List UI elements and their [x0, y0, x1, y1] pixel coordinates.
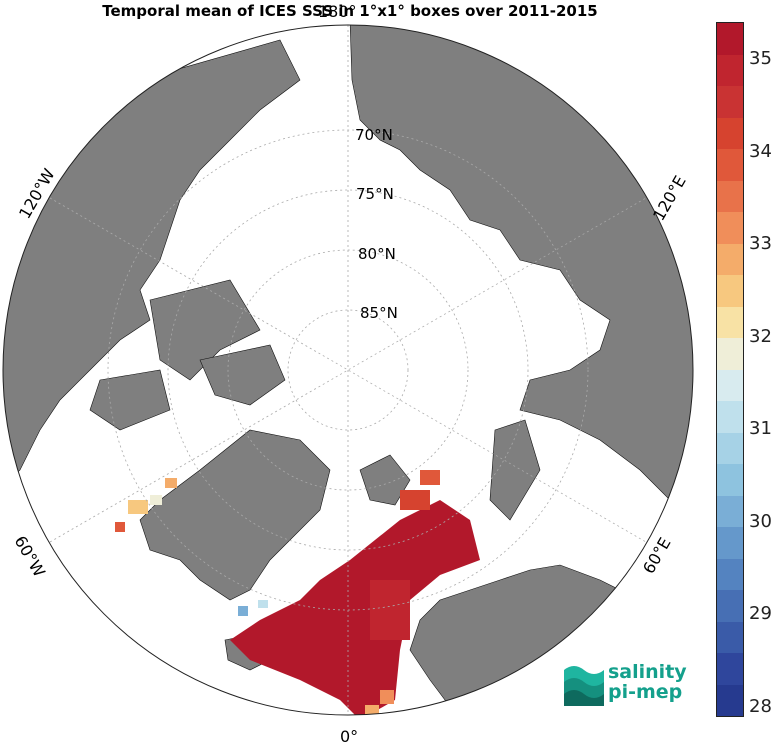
- cbar-tick-28: 28: [749, 696, 772, 717]
- lon-label-60w: 60°W: [11, 533, 50, 581]
- cbar-tick-31: 31: [749, 418, 772, 439]
- colorbar-segment: [717, 306, 743, 338]
- logo-line1: salinity: [608, 661, 687, 683]
- cbar-tick-35: 35: [749, 48, 772, 69]
- cbar-tick-32: 32: [749, 326, 772, 347]
- lat-label-70: 70°N: [355, 126, 393, 144]
- cbar-tick-33: 33: [749, 233, 772, 254]
- salinity-pimep-logo: salinity pi-mep: [560, 660, 690, 706]
- cbar-tick-29: 29: [749, 603, 772, 624]
- polar-map: 70°N 75°N 80°N 85°N 180° 120°W 120°E 60°…: [2, 2, 694, 746]
- cbar-tick-30: 30: [749, 511, 772, 532]
- colorbar-segment: [717, 86, 743, 118]
- colorbar-segment: [717, 369, 743, 401]
- colorbar-segment: [717, 401, 743, 433]
- colorbar-segment: [717, 653, 743, 685]
- colorbar-segment: [717, 432, 743, 464]
- colorbar-segment: [717, 243, 743, 275]
- wave-logo-icon: [564, 666, 604, 706]
- graticule: [49, 25, 647, 715]
- colorbar-segment: [717, 117, 743, 149]
- colorbar-segment: [717, 275, 743, 307]
- lon-label-120e: 120°E: [649, 172, 690, 224]
- lon-label-180: 180°: [318, 2, 357, 21]
- lon-label-0: 0°: [340, 727, 358, 746]
- colorbar-segment: [717, 180, 743, 212]
- cbar-tick-34: 34: [749, 141, 772, 162]
- lat-label-85: 85°N: [360, 304, 398, 322]
- colorbar-segment: [717, 464, 743, 496]
- colorbar-segment: [717, 684, 743, 716]
- map-title: Temporal mean of ICES SSS in 1°x1° boxes…: [102, 2, 598, 20]
- logo-line2: pi-mep: [608, 681, 683, 703]
- colorbar-segment: [717, 338, 743, 370]
- colorbar-segment: [717, 590, 743, 622]
- lat-label-75: 75°N: [356, 185, 394, 203]
- lat-label-80: 80°N: [358, 245, 396, 263]
- colorbar-segment: [717, 212, 743, 244]
- colorbar-segment: [717, 527, 743, 559]
- colorbar-segment: [717, 495, 743, 527]
- colorbar-segment: [717, 558, 743, 590]
- salinity-data: [115, 470, 480, 715]
- colorbar-segment: [717, 54, 743, 86]
- colorbar: [716, 22, 744, 717]
- colorbar-segment: [717, 621, 743, 653]
- colorbar-segment: [717, 23, 743, 55]
- colorbar-segment: [717, 149, 743, 181]
